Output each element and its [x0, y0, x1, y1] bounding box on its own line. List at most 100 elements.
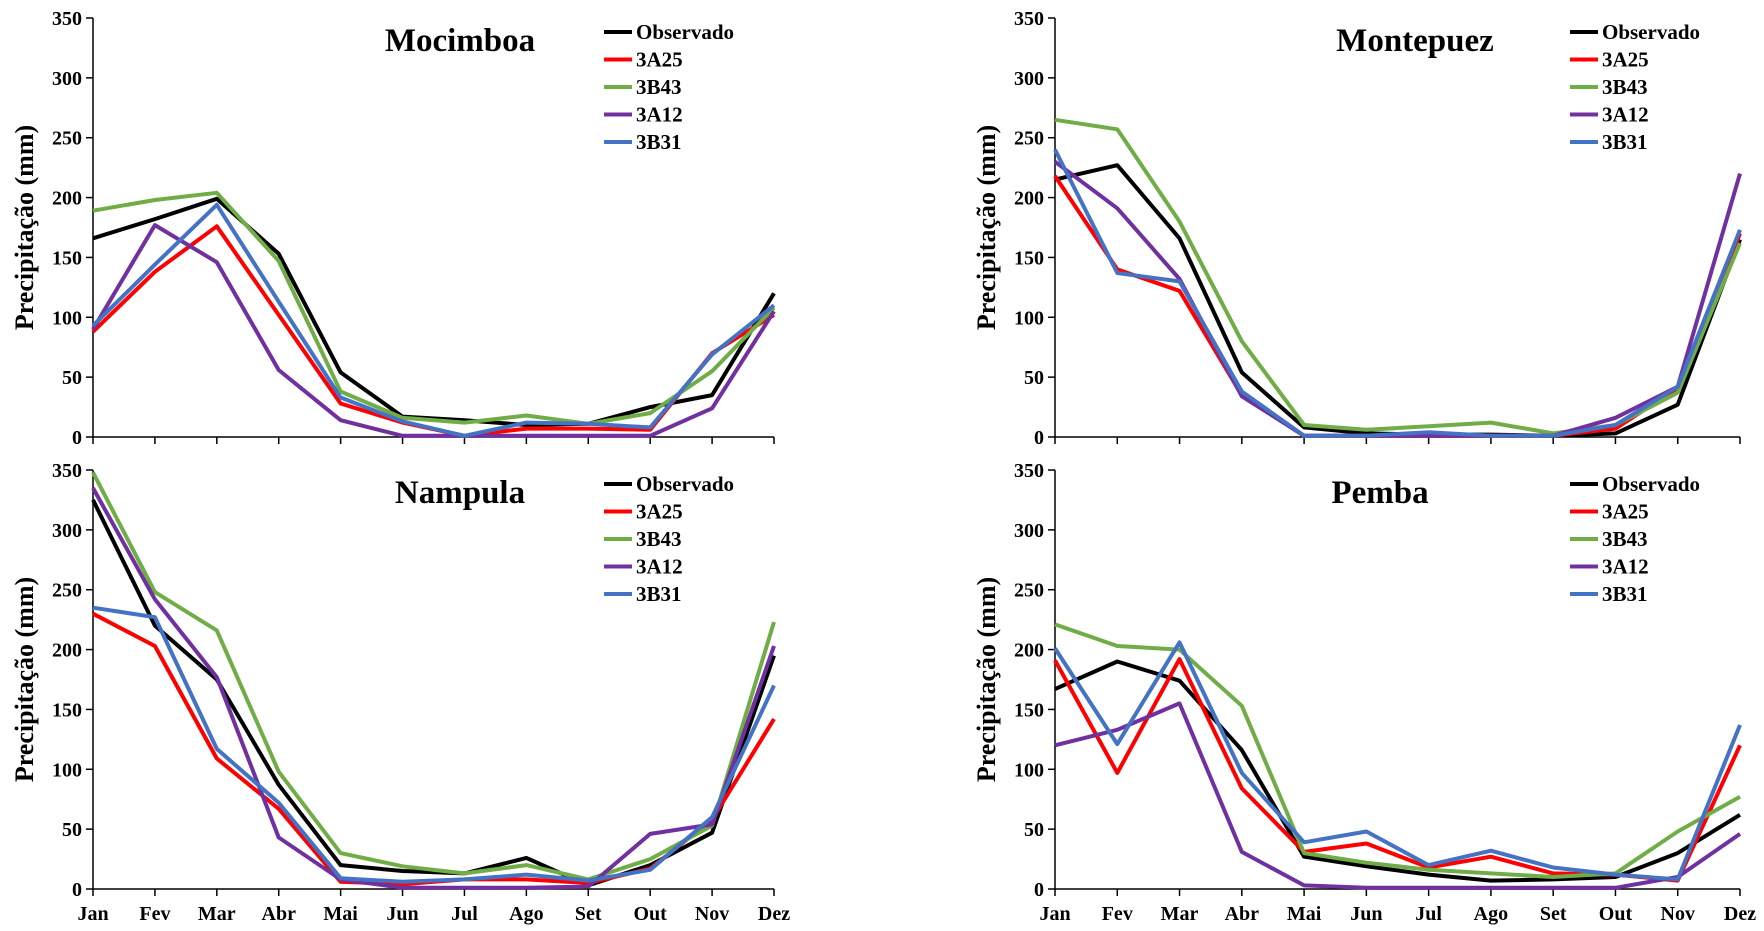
x-tick-label: Jul: [451, 903, 478, 925]
y-tick-label: 350: [1014, 8, 1044, 30]
y-tick-label: 350: [52, 460, 82, 482]
series-line-3b43: [91, 471, 776, 882]
y-tick-label: 200: [1014, 640, 1044, 662]
chart-montepuez: 0 50 100 150 200 250 300 350 Precipitação (mm) Mo…: [972, 8, 1742, 449]
y-tick-label: 150: [1014, 247, 1044, 269]
legend-label-3a12: 3A12: [636, 555, 683, 579]
x-tick-label: Ago: [509, 903, 543, 925]
y-tick-label: 300: [1014, 68, 1044, 90]
y-tick-label: 250: [52, 128, 82, 150]
y-axis-label: Precipitação (mm): [972, 577, 1001, 782]
x-tick-label: Mar: [1161, 903, 1199, 925]
series-line-observado: [1054, 163, 1742, 438]
chart-title: Mocimboa: [385, 23, 535, 59]
x-tick-label: Mai: [323, 903, 358, 925]
x-tick-label: Mar: [198, 903, 236, 925]
legend-label-3b31: 3B31: [1602, 130, 1648, 154]
chart-title: Nampula: [395, 475, 525, 511]
x-tick-label: Mai: [1287, 903, 1322, 925]
x-tick-label: Jun: [386, 903, 418, 925]
series-line-3b31: [1053, 640, 1742, 882]
x-tick-label: Ago: [1474, 903, 1508, 925]
y-tick-label: 200: [1014, 188, 1044, 210]
series-line-3a25: [92, 611, 776, 887]
y-tick-label: 50: [62, 819, 82, 841]
y-tick-label: 0: [1034, 879, 1044, 901]
y-tick-label: 100: [52, 759, 82, 781]
legend-label-3b31: 3B31: [636, 130, 682, 154]
x-tick-label: Fev: [139, 903, 170, 925]
legend-label-observado: Observado: [1602, 472, 1700, 496]
y-tick-label: 350: [1014, 460, 1044, 482]
y-tick-label: 350: [52, 8, 82, 30]
y-axis-label: Precipitação (mm): [972, 125, 1001, 330]
x-tick-label: Nov: [695, 903, 729, 925]
x-tick-label: Jun: [1350, 903, 1382, 925]
legend-label-observado: Observado: [636, 20, 734, 44]
legend-label-3b43: 3B43: [1602, 527, 1648, 551]
y-tick-label: 150: [52, 699, 82, 721]
series-line-3b43: [1054, 622, 1741, 879]
legend-label-3a12: 3A12: [1602, 103, 1649, 127]
x-tick-label: Set: [1540, 903, 1567, 925]
y-tick-label: 50: [62, 367, 82, 389]
chart-title: Pemba: [1331, 475, 1428, 511]
chart-mocimboa: 0 50 100 150 200 250 300 350 Precipitação (mm) Mo…: [10, 8, 776, 449]
legend-label-3a25: 3A25: [1602, 500, 1649, 524]
x-tick-label: Jan: [77, 903, 108, 925]
y-tick-label: 50: [1024, 819, 1044, 841]
series-line-3b31: [1053, 148, 1742, 438]
x-tick-label: Out: [634, 903, 668, 925]
x-tick-label: Out: [1599, 903, 1633, 925]
legend-label-3a25: 3A25: [636, 48, 683, 72]
y-tick-label: 250: [52, 580, 82, 602]
series-line-3a12: [1053, 160, 1742, 438]
x-tick-label: Abr: [262, 903, 297, 925]
y-tick-label: 0: [72, 427, 82, 449]
x-tick-label: Jan: [1039, 903, 1070, 925]
legend-label-3b31: 3B31: [1602, 582, 1648, 606]
series-line-3b43: [92, 190, 776, 426]
y-tick-label: 100: [1014, 759, 1044, 781]
x-tick-label: Set: [575, 903, 602, 925]
y-tick-label: 100: [1014, 307, 1044, 329]
legend-label-3b43: 3B43: [1602, 75, 1648, 99]
series-line-3b31: [92, 605, 776, 884]
legend-label-observado: Observado: [636, 472, 734, 496]
legend-label-3a25: 3A25: [1602, 48, 1649, 72]
x-tick-label: Dez: [758, 903, 790, 925]
y-tick-label: 0: [1034, 427, 1044, 449]
y-tick-label: 300: [52, 520, 82, 542]
x-tick-label: Dez: [1724, 903, 1756, 925]
series-line-3b31: [91, 202, 776, 438]
legend-label-3a12: 3A12: [1602, 555, 1649, 579]
y-tick-label: 100: [52, 307, 82, 329]
y-tick-label: 250: [1014, 580, 1044, 602]
x-tick-label: Jul: [1415, 903, 1442, 925]
x-tick-label: Fev: [1102, 903, 1133, 925]
x-tick-label: Nov: [1661, 903, 1695, 925]
legend-label-observado: Observado: [1602, 20, 1700, 44]
x-tick-label: Abr: [1225, 903, 1260, 925]
chart-pemba: 0 50 100 150 200 250 300 350 Jan Fev Mar Abr Mai Jun J…: [972, 460, 1756, 925]
series-line-3a12: [1054, 701, 1742, 890]
series-line-3a12: [91, 223, 776, 438]
series-line-observado: [92, 196, 776, 427]
series-line-3a12: [91, 487, 776, 890]
legend-label-3a25: 3A25: [636, 500, 683, 524]
legend-label-3b43: 3B43: [636, 75, 682, 99]
y-axis-label: Precipitação (mm): [10, 125, 39, 330]
y-axis-label: Precipitação (mm): [10, 577, 39, 782]
y-tick-label: 0: [72, 879, 82, 901]
y-tick-label: 150: [1014, 699, 1044, 721]
y-tick-label: 200: [52, 640, 82, 662]
y-tick-label: 300: [52, 68, 82, 90]
y-tick-label: 200: [52, 188, 82, 210]
legend-label-3b31: 3B31: [636, 582, 682, 606]
y-tick-label: 50: [1024, 367, 1044, 389]
legend-label-3b43: 3B43: [636, 527, 682, 551]
y-tick-label: 250: [1014, 128, 1044, 150]
chart-nampula: 0 50 100 150 200 250 300 350 Jan Fev Mar Abr Mai Jun J…: [10, 460, 790, 925]
y-tick-label: 300: [1014, 520, 1044, 542]
